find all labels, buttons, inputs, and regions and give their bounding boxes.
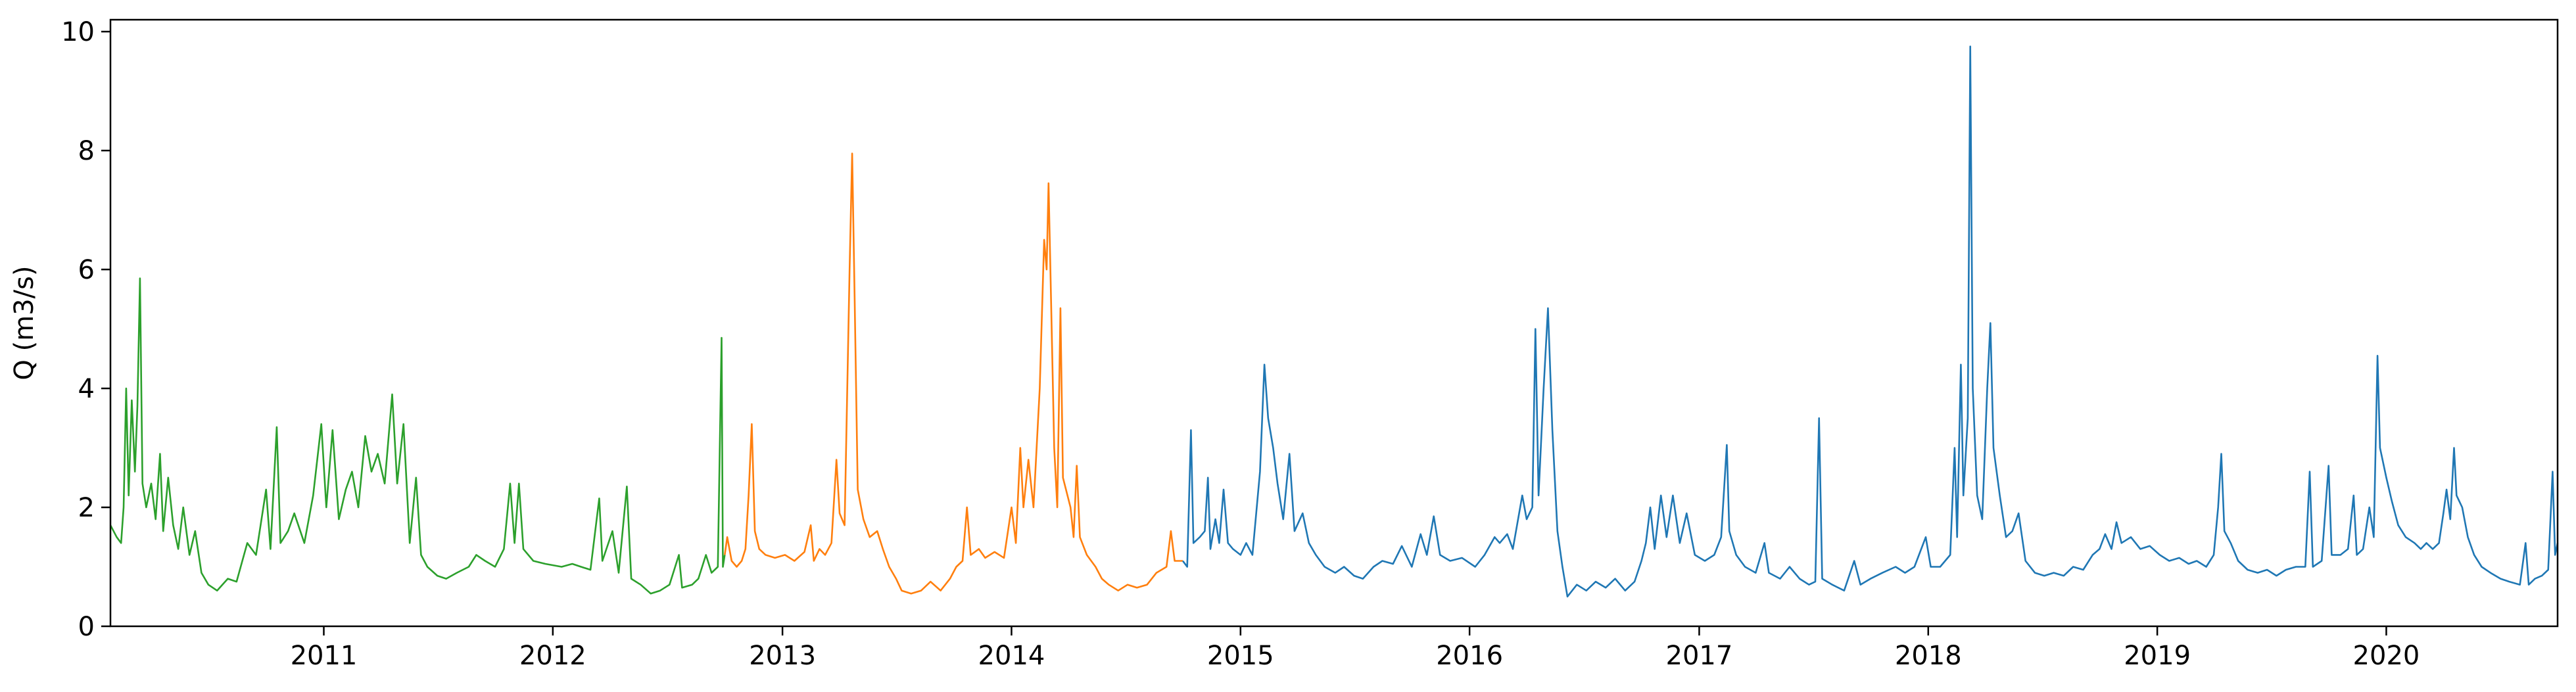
y-tick-label: 0: [78, 612, 95, 642]
y-axis-label: Q (m3/s): [9, 265, 39, 380]
plot-frame: [109, 18, 2559, 628]
x-tick-label: 2017: [1666, 641, 1733, 671]
x-tick-label: 2015: [1207, 641, 1274, 671]
x-tick-label: 2014: [978, 641, 1045, 671]
x-axis: 2011 2012 2013 2014 2015 2016 2017 2018 2019 2020: [291, 626, 2420, 671]
y-tick-label: 4: [78, 374, 95, 404]
x-tick-label: 2020: [2353, 641, 2420, 671]
series-line-3: [1181, 45, 2559, 598]
y-tick-label: 8: [78, 136, 95, 166]
y-tick-label: 2: [78, 493, 95, 523]
y-tick-label: 10: [61, 17, 95, 47]
x-tick-label: 2019: [2124, 641, 2191, 671]
x-tick-label: 2011: [291, 641, 358, 671]
x-tick-label: 2016: [1436, 641, 1503, 671]
x-tick-label: 2018: [1895, 641, 1962, 671]
x-tick-label: 2012: [519, 641, 586, 671]
x-tick-label: 2013: [749, 641, 816, 671]
series-line-1: [109, 277, 726, 595]
y-axis: 0 2 4 6 8 10: [61, 17, 110, 642]
y-tick-label: 6: [78, 255, 95, 285]
series-layer: [109, 45, 2559, 598]
series-line-2: [724, 152, 1183, 595]
